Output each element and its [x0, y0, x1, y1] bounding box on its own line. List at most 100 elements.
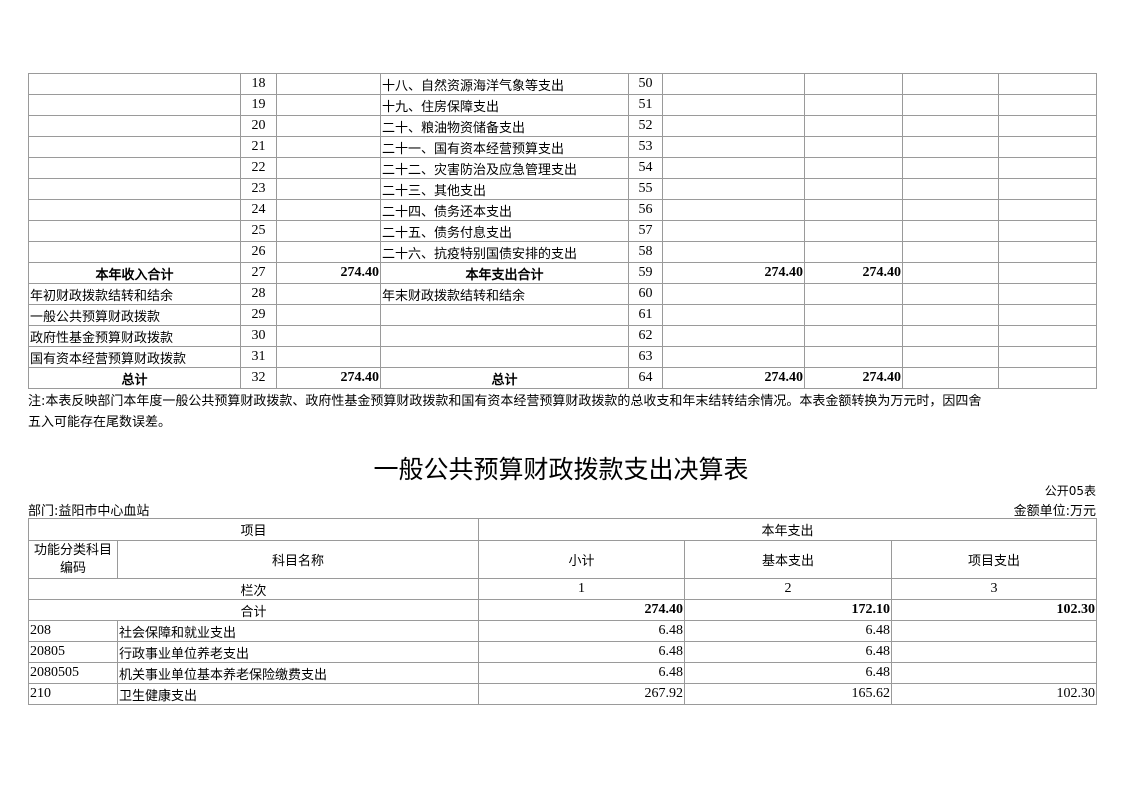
expense-amount-3: [902, 325, 999, 347]
income-amount: 274.40: [276, 367, 381, 389]
income-line: 22: [240, 157, 277, 179]
expense-amount-3: [902, 157, 999, 179]
income-amount: [276, 283, 381, 305]
expense-amount-1: [662, 283, 805, 305]
expense-item: 二十四、债务还本支出: [380, 199, 629, 221]
expense-amount-3: [902, 241, 999, 263]
expense-amount-2: [804, 283, 903, 305]
header-code: 功能分类科目编码: [28, 540, 118, 579]
income-amount: [276, 325, 381, 347]
income-line: 18: [240, 73, 277, 95]
income-line: 25: [240, 220, 277, 242]
expense-amount-4: [998, 115, 1097, 137]
total-project: 102.30: [891, 599, 1098, 621]
income-item: 本年收入合计: [28, 262, 241, 284]
expense-amount-3: [902, 367, 999, 389]
expense-amount-3: [902, 136, 999, 158]
income-item: [28, 220, 241, 242]
expense-amount-2: [804, 325, 903, 347]
income-item: 国有资本经营预算财政拨款: [28, 346, 241, 368]
table-row: 19 十九、住房保障支出 51: [28, 94, 1097, 116]
expense-amount-2: 274.40: [804, 262, 903, 284]
col-label: 栏次: [27, 578, 480, 600]
income-line: 21: [240, 136, 277, 158]
income-item: [28, 157, 241, 179]
total-basic: 172.10: [684, 599, 893, 621]
income-line: 28: [240, 283, 277, 305]
subheader-row: 功能分类科目编码 科目名称 小计 基本支出 项目支出: [28, 540, 1098, 579]
table-row: 26 二十六、抗疫特别国债安排的支出 58: [28, 241, 1097, 263]
expense-item: 年末财政拨款结转和结余: [380, 283, 629, 305]
expense-item: 二十一、国有资本经营预算支出: [380, 136, 629, 158]
expense-item: 十八、自然资源海洋气象等支出: [380, 73, 629, 95]
cell-code: 208: [28, 620, 118, 642]
expense-item: 本年支出合计: [380, 262, 629, 284]
expense-amount-4: [998, 220, 1097, 242]
cell-project: 102.30: [891, 683, 1098, 705]
income-amount: [276, 346, 381, 368]
income-amount: [276, 178, 381, 200]
income-amount: 274.40: [276, 262, 381, 284]
table-row: 年初财政拨款结转和结余 28 年末财政拨款结转和结余 60: [28, 283, 1097, 305]
income-item: [28, 115, 241, 137]
total-subtotal: 274.40: [478, 599, 686, 621]
expense-line: 52: [628, 115, 663, 137]
expense-amount-1: [662, 325, 805, 347]
income-item: [28, 178, 241, 200]
header-name: 科目名称: [116, 540, 480, 579]
table-row: 21 二十一、国有资本经营预算支出 53: [28, 136, 1097, 158]
expense-amount-1: [662, 199, 805, 221]
cell-basic: 6.48: [684, 620, 893, 642]
expense-table: 项目 本年支出 功能分类科目编码 科目名称 小计 基本支出 项目支出 栏次 1 …: [27, 518, 1098, 705]
expense-line: 53: [628, 136, 663, 158]
expense-amount-4: [998, 304, 1097, 326]
income-line: 19: [240, 94, 277, 116]
income-line: 30: [240, 325, 277, 347]
expense-item: 二十、粮油物资储备支出: [380, 115, 629, 137]
expense-amount-2: [804, 199, 903, 221]
expense-amount-1: [662, 304, 805, 326]
table-row: 2080505 机关事业单位基本养老保险缴费支出 6.48 6.48: [28, 662, 1098, 684]
expense-item: 二十五、债务付息支出: [380, 220, 629, 242]
expense-line: 54: [628, 157, 663, 179]
col-2: 2: [684, 578, 893, 600]
cell-code: 210: [28, 683, 118, 705]
header-basic: 基本支出: [684, 540, 893, 579]
cell-name: 机关事业单位基本养老保险缴费支出: [116, 662, 480, 684]
expense-line: 61: [628, 304, 663, 326]
income-item: [28, 199, 241, 221]
expense-item: 总计: [380, 367, 629, 389]
expense-amount-3: [902, 283, 999, 305]
expense-amount-4: [998, 178, 1097, 200]
expense-amount-2: [804, 157, 903, 179]
expense-amount-1: [662, 346, 805, 368]
expense-amount-4: [998, 367, 1097, 389]
table-row: 国有资本经营预算财政拨款 31 63: [28, 346, 1097, 368]
unit-label: 金额单位:万元: [1013, 504, 1096, 519]
cell-name: 卫生健康支出: [116, 683, 480, 705]
expense-amount-1: 274.40: [662, 367, 805, 389]
cell-project: [891, 620, 1098, 642]
cell-basic: 165.62: [684, 683, 893, 705]
expense-amount-2: [804, 346, 903, 368]
header-row: 项目 本年支出: [27, 518, 1098, 541]
expense-amount-3: [902, 115, 999, 137]
expense-amount-3: [902, 199, 999, 221]
expense-item: [380, 304, 629, 326]
income-amount: [276, 157, 381, 179]
expense-amount-2: [804, 136, 903, 158]
column-index-row: 栏次 1 2 3: [27, 578, 1098, 600]
income-line: 24: [240, 199, 277, 221]
table-row: 24 二十四、债务还本支出 56: [28, 199, 1097, 221]
expense-amount-4: [998, 199, 1097, 221]
page-title: 一般公共预算财政拨款支出决算表: [373, 455, 749, 484]
expense-amount-4: [998, 346, 1097, 368]
expense-line: 64: [628, 367, 663, 389]
cell-code: 2080505: [28, 662, 118, 684]
expense-amount-4: [998, 73, 1097, 95]
cell-name: 行政事业单位养老支出: [116, 641, 480, 663]
income-item: [28, 136, 241, 158]
table-row: 210 卫生健康支出 267.92 165.62 102.30: [28, 683, 1098, 705]
income-line: 20: [240, 115, 277, 137]
expense-line: 50: [628, 73, 663, 95]
